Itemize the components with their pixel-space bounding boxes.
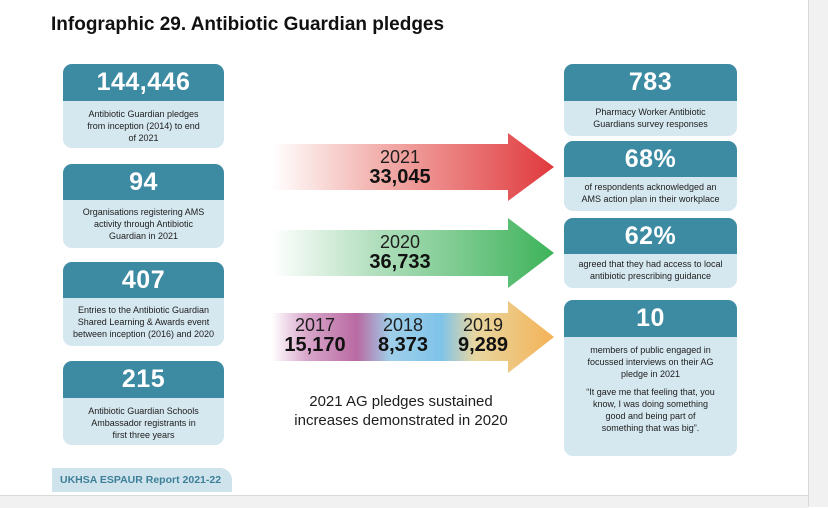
stat-description: Antibiotic Guardian Schools Ambassador r…	[88, 406, 199, 440]
arrow-year: 2020	[379, 232, 421, 252]
summary-caption: 2021 AG pledges sustained increases demo…	[294, 393, 508, 429]
arrow-2020-label: 2020 36,733	[340, 233, 460, 273]
arrow-count: 36,733	[369, 250, 431, 273]
arrow-2018-label: 2018 8,373	[368, 316, 438, 356]
report-source-tab: UKHSA ESPAUR Report 2021-22	[52, 468, 232, 492]
arrow-2021	[272, 133, 554, 201]
stat-value: 407	[63, 262, 224, 298]
arrow-year: 2019	[462, 315, 504, 335]
stat-value: 783	[564, 64, 737, 101]
arrow-count: 9,289	[457, 333, 509, 356]
stat-value: 62%	[564, 218, 737, 254]
arrow-count: 33,045	[369, 165, 431, 188]
arrow-year: 2017	[294, 315, 336, 335]
stat-description: Pharmacy Worker Antibiotic Guardians sur…	[593, 107, 708, 129]
interview-quote: “It gave me that feeling that, you know,…	[586, 387, 715, 433]
stat-card-prescribing-guidance: 62% agreed that they had access to local…	[564, 218, 737, 288]
stat-card-entries: 407 Entries to the Antibiotic Guardian S…	[63, 262, 224, 346]
arrow-2020	[272, 218, 554, 288]
stat-value: 68%	[564, 141, 737, 177]
stat-description: Antibiotic Guardian pledges from incepti…	[87, 109, 200, 143]
arrow-count: 8,373	[377, 333, 429, 356]
stat-value: 215	[63, 361, 224, 398]
stat-card-public-interviews: 10 members of public engaged in focussed…	[564, 300, 737, 456]
stat-description: agreed that they had access to local ant…	[578, 259, 723, 281]
arrow-2017-2019	[272, 301, 554, 373]
stat-card-action-plan: 68% of respondents acknowledged an AMS a…	[564, 141, 737, 211]
stat-card-organisations: 94 Organisations registering AMS activit…	[63, 164, 224, 248]
stat-value: 10	[564, 300, 737, 337]
stat-description: of respondents acknowledged an AMS actio…	[581, 182, 720, 204]
stat-description: Entries to the Antibiotic Guardian Share…	[72, 305, 215, 339]
stat-value: 144,446	[63, 64, 224, 101]
page-edge-bottom	[0, 495, 808, 508]
arrow-year: 2021	[379, 147, 421, 167]
stat-description: members of public engaged in focussed in…	[587, 345, 714, 379]
stat-card-pledges: 144,446 Antibiotic Guardian pledges from…	[63, 64, 224, 148]
arrow-2017-label: 2017 15,170	[280, 316, 350, 356]
stat-description: Organisations registering AMS activity t…	[82, 207, 205, 241]
page-edge-right	[808, 0, 828, 507]
arrow-2021-label: 2021 33,045	[340, 148, 460, 188]
arrow-count: 15,170	[284, 333, 346, 356]
arrow-year: 2018	[382, 315, 424, 335]
stat-card-survey-responses: 783 Pharmacy Worker Antibiotic Guardians…	[564, 64, 737, 136]
arrow-2019-label: 2019 9,289	[448, 316, 518, 356]
stat-card-schools: 215 Antibiotic Guardian Schools Ambassad…	[63, 361, 224, 445]
stat-value: 94	[63, 164, 224, 200]
infographic-title: Infographic 29. Antibiotic Guardian pled…	[51, 14, 445, 35]
